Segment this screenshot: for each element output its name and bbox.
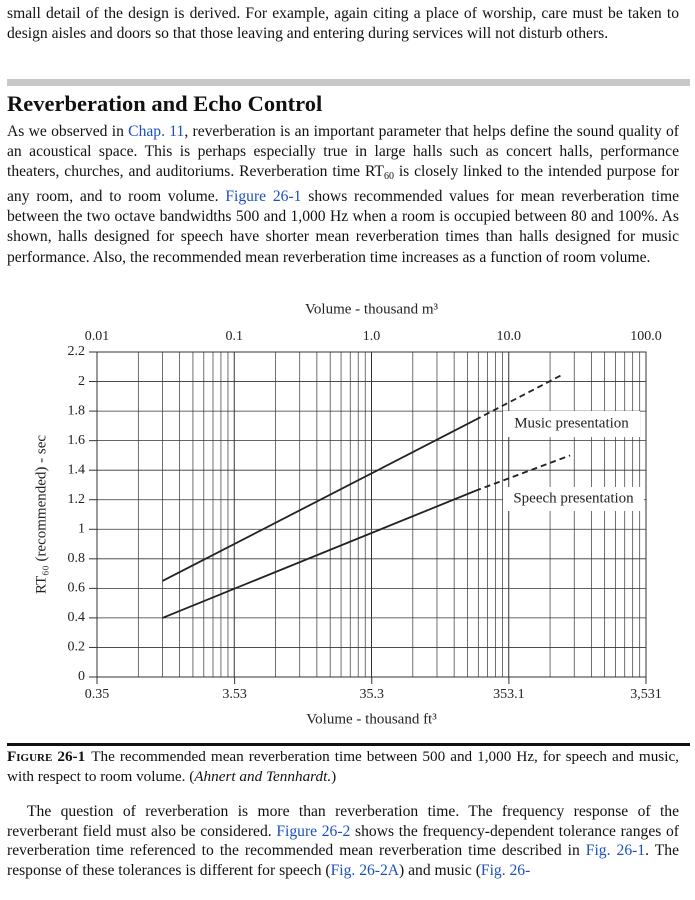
x2-tick-label: 0.35 <box>85 687 110 702</box>
separator <box>7 79 690 86</box>
text-run: . The response of these tolerances is di… <box>7 842 679 879</box>
x2-tick-label: 3.53 <box>222 687 247 702</box>
text-run: is closely linked to the intended purpos… <box>7 163 679 206</box>
x2-tick-label: 3,531 <box>630 687 662 702</box>
text-run: ) and music ( <box>399 861 481 879</box>
series-line <box>474 454 571 492</box>
x-tick-label: 1.0 <box>363 329 381 344</box>
text-run: , reverberation is an important paramete… <box>7 123 679 181</box>
series-line <box>474 373 564 421</box>
y-tick-label: 0 <box>78 669 85 684</box>
text-run: ) <box>331 768 337 785</box>
link[interactable]: Fig. 26- <box>480 861 531 879</box>
link[interactable]: Figure 26-2 <box>276 822 351 840</box>
caption-label: Figure 26-1 <box>7 748 86 765</box>
y-axis-title: RT₆₀ (recommended) - sec <box>33 435 49 594</box>
x-tick-label: 100.0 <box>630 329 662 344</box>
paragraph: The question of reverberation is more th… <box>7 802 679 880</box>
y-tick-label: 0.2 <box>68 640 86 655</box>
y-tick-label: 1.6 <box>68 433 86 448</box>
y-tick-label: 1.8 <box>68 403 86 418</box>
x-tick-label: 10.0 <box>497 329 522 344</box>
series-label: Speech presentation <box>513 490 634 506</box>
text-run: 60 <box>383 171 394 183</box>
plot-frame <box>96 351 647 678</box>
x2-tick-label: 35.3 <box>359 687 384 702</box>
section-heading: Reverberation and Echo Control <box>7 91 323 116</box>
y-tick-label: 1.4 <box>68 462 86 477</box>
link[interactable]: Fig. 26-2A <box>330 861 400 879</box>
x-tick-label: 0.01 <box>85 329 110 344</box>
paragraph: small detail of the design is derived. F… <box>7 4 679 44</box>
label-box <box>503 411 640 437</box>
text-run: The question of reverberation is more th… <box>7 803 679 840</box>
y-tick-label: 0.4 <box>68 610 86 625</box>
link[interactable]: Figure 26-1 <box>225 188 302 206</box>
label-box <box>503 487 644 511</box>
link[interactable]: Chap. 11 <box>128 123 185 140</box>
text-run: small detail of the design is derived. F… <box>7 5 679 42</box>
caption: Figure 26-1 The recommended mean reverber… <box>7 747 679 787</box>
text-run: The recommended mean reverberation time … <box>7 748 679 785</box>
x2-axis-title: Volume - thousand ft³ <box>306 711 437 727</box>
series-line <box>162 490 476 619</box>
x-tick-label: 0.1 <box>226 329 244 344</box>
chart: 0 0.2 0.4 0.6 0.8 1 1.2 1.4 1.6 1.8 2 2.20.01 0.1 1.0… <box>33 301 662 727</box>
link[interactable]: Fig. 26-1 <box>585 842 646 860</box>
x-axis-title: Volume - thousand m³ <box>305 301 438 317</box>
caption-rule <box>7 743 690 746</box>
paragraph: As we observed in Chap. 11, reverberatio… <box>7 122 679 268</box>
y-tick-label: 2 <box>78 374 85 389</box>
caption-text: The recommended mean reverberation time … <box>7 748 679 785</box>
y-tick-label: 2.2 <box>68 344 86 359</box>
y-tick-label: 1.2 <box>68 492 86 507</box>
x2-tick-label: 353.1 <box>493 687 525 702</box>
text-run: As we observed in <box>7 123 129 140</box>
series-label: Music presentation <box>514 415 629 431</box>
text-run: shows recommended values for mean reverb… <box>7 188 679 266</box>
series-line <box>162 419 476 582</box>
y-tick-label: 1 <box>78 521 85 536</box>
text-run: Ahnert and Tennhardt. <box>194 768 332 785</box>
y-tick-label: 0.8 <box>68 551 86 566</box>
y-tick-label: 0.6 <box>68 581 86 596</box>
text-run: shows the frequency-dependent tolerance … <box>7 822 679 860</box>
